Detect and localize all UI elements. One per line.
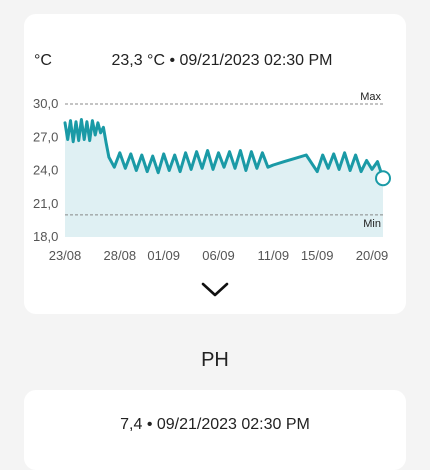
- y-tick-label: 24,0: [33, 163, 58, 178]
- x-tick-label: 06/09: [202, 248, 235, 263]
- series-area: [65, 119, 383, 237]
- ph-card: 7,4 • 09/21/2023 02:30 PM: [24, 390, 406, 470]
- current-reading: 23,3 °C • 09/21/2023 02:30 PM: [111, 52, 333, 69]
- y-tick-label: 27,0: [33, 129, 58, 144]
- y-tick-label: 18,0: [33, 229, 58, 244]
- x-tick-label: 11/09: [258, 248, 290, 263]
- y-tick-label: 30,0: [33, 96, 58, 111]
- temperature-chart: 18,0 21,0 24,0 27,0 30,0 Max Min 23/08 28/08 01/0…: [33, 91, 391, 263]
- ph-section-title: PH: [201, 349, 229, 371]
- x-tick-label: 28/08: [104, 248, 137, 263]
- chevron-down-icon[interactable]: [200, 280, 230, 300]
- reference-label-min: Min: [363, 218, 381, 230]
- x-tick-label: 01/09: [147, 248, 180, 263]
- reference-label-max: Max: [360, 91, 381, 103]
- y-tick-label: 21,0: [33, 196, 58, 211]
- ph-current-reading: 7,4 • 09/21/2023 02:30 PM: [120, 416, 310, 433]
- series-line: [63, 118, 385, 180]
- x-tick-label: 23/08: [49, 248, 82, 263]
- unit-label: °C: [34, 52, 52, 69]
- x-tick-label: 20/09: [356, 248, 389, 263]
- x-tick-label: 15/09: [301, 248, 334, 263]
- current-value-point: [375, 170, 391, 187]
- temperature-card: °C 23,3 °C • 09/21/2023 02:30 PM 18,0 21,…: [24, 14, 406, 314]
